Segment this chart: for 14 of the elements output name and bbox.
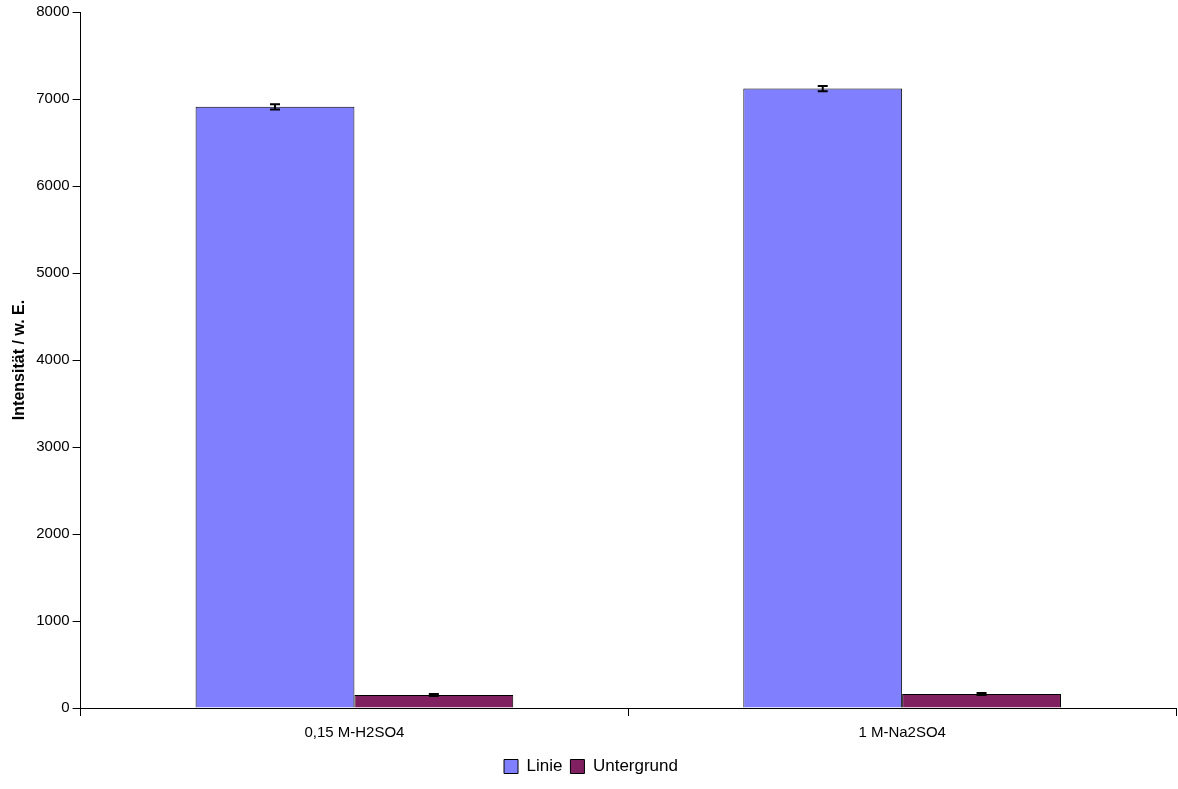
y-tick-label: 8000: [36, 2, 70, 20]
x-tick-label: 1 M-Na2SO4: [858, 723, 946, 741]
y-tick-label: 6000: [36, 176, 70, 194]
y-tick-label: 4000: [36, 350, 70, 368]
x-tick-label: 0,15 M-H2SO4: [304, 723, 405, 741]
y-tick-label: 7000: [36, 89, 70, 107]
y-tick-label: 1000: [36, 611, 70, 629]
y-tick-label: 3000: [36, 437, 70, 455]
y-axis-title: Intensität / w. E.: [10, 299, 28, 421]
legend-label: Untergrund: [592, 756, 678, 776]
y-tick-label: 2000: [36, 524, 70, 542]
y-tick-label: 5000: [36, 263, 70, 281]
legend-label: Linie: [526, 756, 563, 776]
y-tick-label: 0: [61, 698, 70, 716]
